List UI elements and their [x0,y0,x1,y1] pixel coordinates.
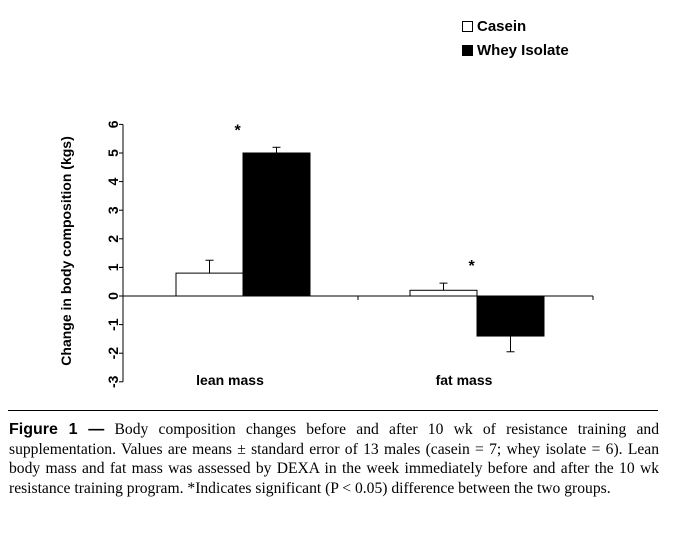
y-tick-label: 0 [105,292,121,300]
legend: Casein Whey Isolate [462,14,569,62]
caption-rule [8,410,658,411]
y-tick-label: -3 [105,375,121,388]
y-tick-label: 2 [105,235,121,243]
legend-swatch-filled [462,44,473,56]
significance-marker: * [469,258,476,275]
legend-item-casein: Casein [462,14,569,38]
caption-label: Figure 1 — [9,421,105,438]
y-axis-label: Change in body composition (kgs) [58,136,74,365]
y-tick-label: 3 [105,206,121,214]
chart: Change in body composition (kgs) 6 5 4 3 2 1 0… [58,120,594,388]
caption-text: Body composition changes before and afte… [9,421,659,497]
y-tick-label: 6 [105,120,121,128]
category-label: lean mass [196,372,264,388]
legend-label-whey: Whey Isolate [477,41,569,59]
figure-caption: Figure 1 — Body composition changes befo… [9,420,659,498]
category-label: fat mass [436,372,493,388]
y-tick-label: 1 [105,263,121,271]
y-tick-label: 5 [105,149,121,157]
bar [242,152,311,297]
bar [409,289,478,297]
bar [175,272,244,297]
legend-item-whey: Whey Isolate [462,38,569,62]
legend-label-casein: Casein [477,17,527,35]
y-tick-label: 4 [105,177,121,185]
bar [476,295,545,337]
legend-swatch-open [462,20,473,32]
y-tick-label: -2 [105,347,121,360]
significance-marker: * [235,122,242,139]
y-tick-label: -1 [105,318,121,331]
